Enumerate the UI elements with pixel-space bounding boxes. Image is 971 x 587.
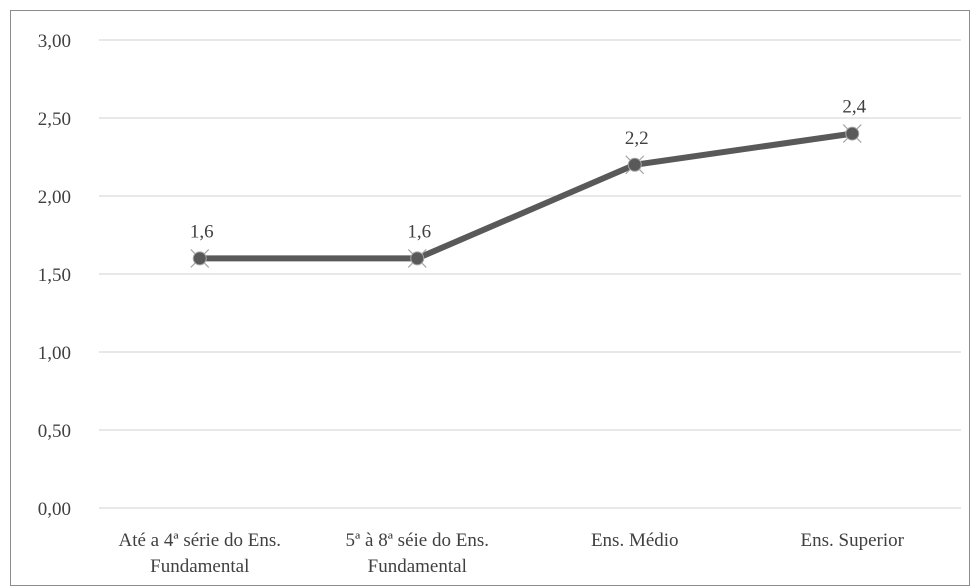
- data-point-marker: [625, 155, 645, 175]
- x-category-label: Ens. Médio: [591, 530, 679, 551]
- data-point-marker: [190, 248, 210, 268]
- x-category-label: Ens. Superior: [801, 530, 905, 551]
- data-point-marker: [407, 248, 427, 268]
- y-tick-label: 1,00: [38, 343, 71, 364]
- data-point-marker: [842, 124, 862, 144]
- series-line: [196, 130, 856, 262]
- chart-frame: 0,00 0,50 1,00 1,50 2,00 2,50 3,00 1,6 1,6 2,2 2,…: [10, 10, 970, 586]
- x-axis-category-labels: Até a 4ª série do Ens. Fundamental 5ª à 8ª…: [119, 530, 905, 577]
- series-line-path: [196, 130, 856, 262]
- y-axis-tick-labels: 0,00 0,50 1,00 1,50 2,00 2,50 3,00: [38, 31, 71, 520]
- y-tick-label: 3,00: [38, 31, 71, 52]
- data-label: 2,4: [842, 97, 866, 118]
- line-chart: 0,00 0,50 1,00 1,50 2,00 2,50 3,00 1,6 1,6 2,2 2,…: [38, 31, 961, 577]
- data-label: 1,6: [190, 221, 214, 242]
- y-tick-label: 2,00: [38, 187, 71, 208]
- x-category-label: Até a 4ª série do Ens. Fundamental: [119, 530, 281, 577]
- y-tick-label: 0,50: [38, 421, 71, 442]
- gridlines: [99, 39, 961, 509]
- y-tick-label: 1,50: [38, 265, 71, 286]
- data-labels: 1,6 1,6 2,2 2,4: [190, 97, 867, 243]
- y-tick-label: 2,50: [38, 109, 71, 130]
- data-label: 2,2: [625, 128, 649, 149]
- data-label: 1,6: [407, 221, 431, 242]
- series-markers: [190, 124, 862, 268]
- x-category-label: 5ª à 8ª séie do Ens. Fundamental: [346, 530, 489, 577]
- y-tick-label: 0,00: [38, 499, 71, 520]
